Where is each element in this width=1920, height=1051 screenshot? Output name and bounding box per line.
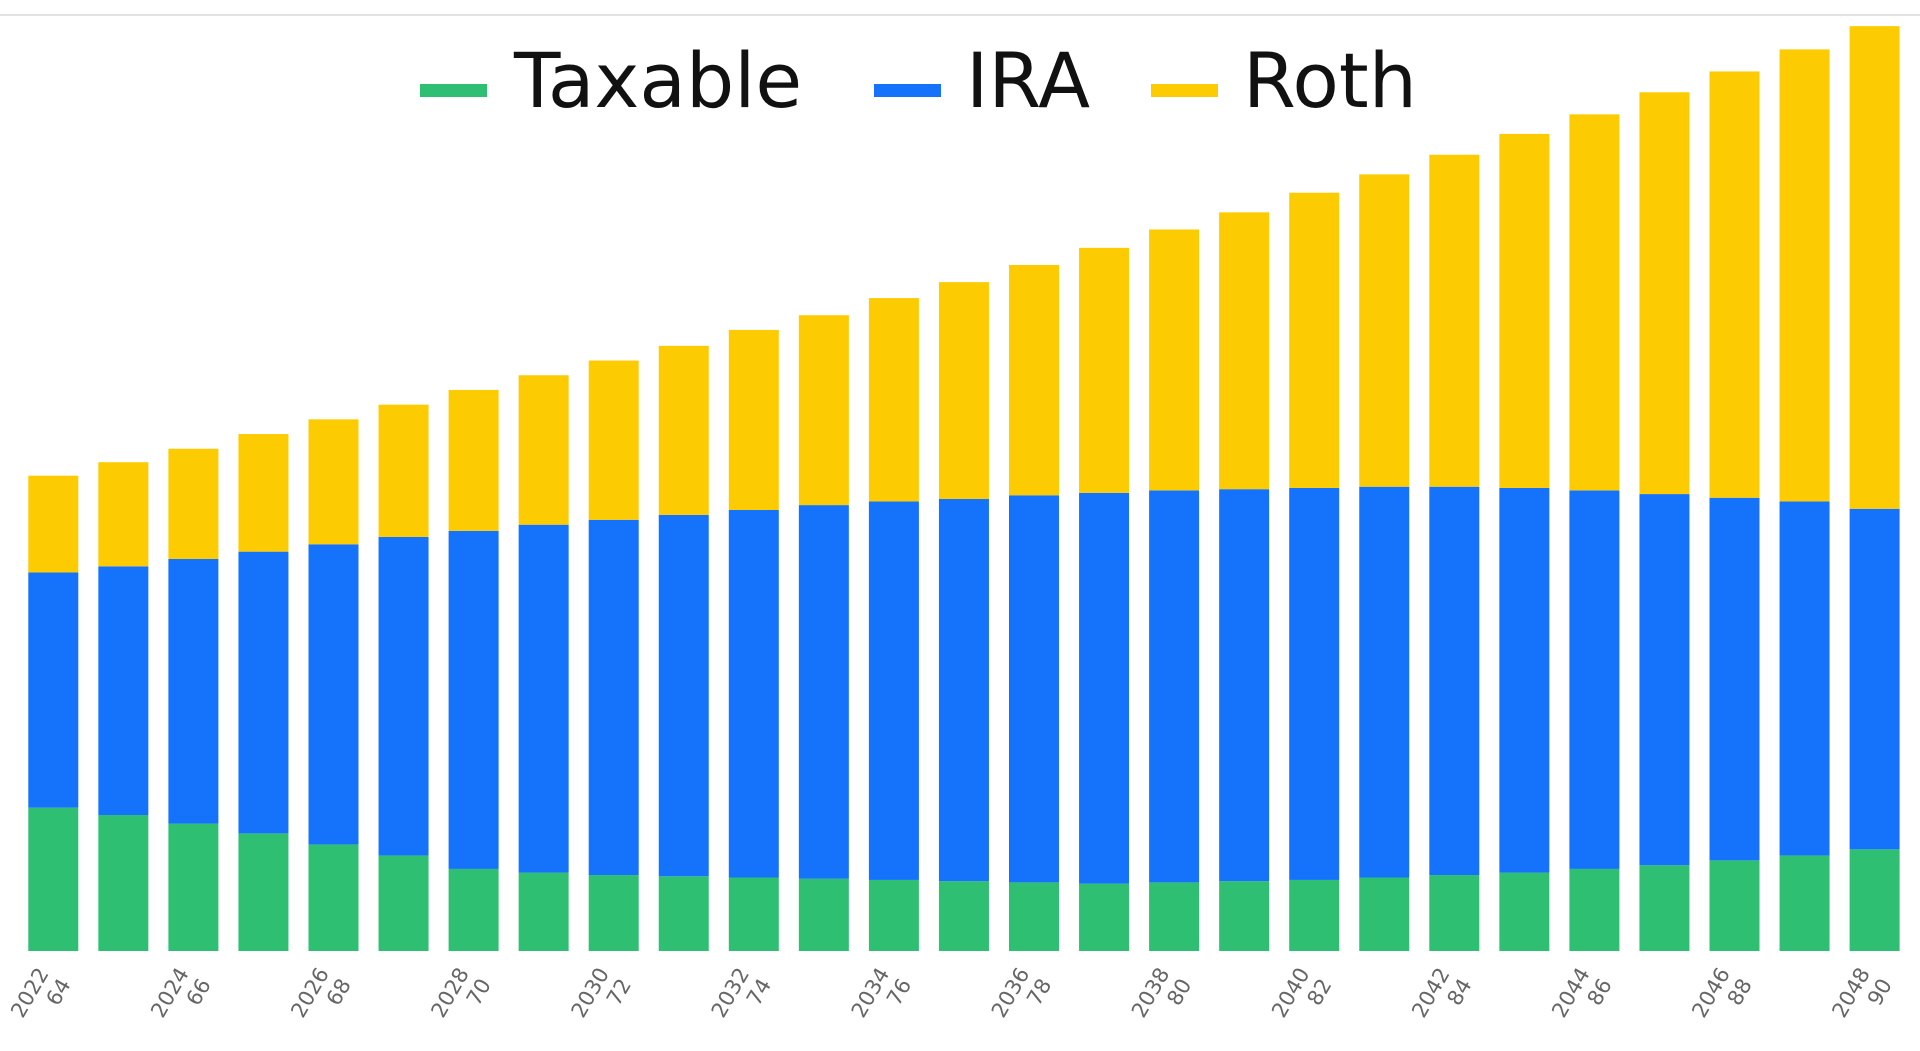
bar-segment: [728, 877, 779, 951]
bar-segment: [658, 876, 709, 951]
legend-label: IRA: [966, 36, 1090, 125]
bar-segment: [1569, 868, 1620, 951]
bar-segment: [1219, 881, 1270, 951]
bar-segment: [238, 833, 289, 951]
bar-segment: [98, 815, 149, 951]
bar-segment: [1639, 865, 1690, 951]
bar-segment: [1779, 855, 1830, 951]
bar-segment: [1149, 882, 1200, 951]
bar-segment: [98, 566, 149, 816]
bar-segment: [588, 519, 639, 876]
bar-segment: [658, 514, 709, 877]
bar-segment: [518, 524, 569, 873]
bar-segment: [938, 498, 989, 882]
bar-segment: [1429, 154, 1480, 487]
bar-segment: [798, 878, 849, 951]
bar-segment: [938, 881, 989, 951]
bar-segment: [1569, 490, 1620, 869]
legend-swatch: [420, 84, 487, 97]
bar-segment: [1709, 71, 1760, 498]
bar-segment: [1569, 114, 1620, 491]
bar-segment: [1289, 487, 1340, 880]
bar-segment: [308, 419, 359, 545]
legend-label: Taxable: [513, 36, 802, 125]
bar-segment: [1849, 26, 1900, 509]
bar-segment: [518, 872, 569, 951]
bar-segment: [1289, 192, 1340, 488]
bar-segment: [1429, 486, 1480, 876]
bar-segment: [1079, 883, 1130, 951]
bar-segment: [1359, 486, 1410, 878]
bar-segment: [168, 823, 219, 951]
bar-segment: [168, 448, 219, 559]
bar-segment: [28, 572, 79, 808]
bar-segment: [378, 404, 429, 537]
bar-segment: [1009, 265, 1059, 496]
bar-segment: [448, 530, 499, 869]
bar-segment: [588, 360, 639, 520]
bar-segment: [28, 475, 79, 573]
bar-segment: [868, 879, 919, 951]
bar-segment: [1499, 872, 1550, 951]
bar-segment: [518, 375, 569, 525]
bar-segment: [1079, 247, 1130, 493]
bar-segment: [168, 559, 219, 824]
bar-segment: [1429, 875, 1480, 951]
bar-segment: [378, 536, 429, 856]
bar-segment: [728, 510, 779, 878]
bar-segment: [448, 868, 499, 951]
bar-segment: [1219, 489, 1270, 882]
bar-segment: [1009, 495, 1059, 883]
bar-segment: [238, 434, 289, 552]
bar-segment: [1849, 849, 1900, 951]
legend-label: Roth: [1243, 36, 1417, 125]
bar-segment: [378, 855, 429, 951]
legend-swatch: [1151, 84, 1218, 97]
bar-segment: [1779, 501, 1830, 856]
bar-segment: [1149, 490, 1200, 883]
bar-segment: [1359, 174, 1410, 487]
bar-segment: [1079, 492, 1130, 884]
bar-segment: [1149, 229, 1200, 491]
bar-segment: [1709, 497, 1760, 861]
bar-segment: [1499, 133, 1550, 488]
bar-segment: [1779, 49, 1830, 502]
bar-segment: [1849, 508, 1900, 850]
bar-segment: [1359, 877, 1410, 951]
bar-segment: [308, 844, 359, 951]
bar-segment: [448, 389, 499, 531]
bar-segment: [1639, 92, 1690, 495]
bar-segment: [588, 875, 639, 951]
bar-segment: [308, 544, 359, 845]
bar-segment: [1639, 494, 1690, 866]
bar-segment: [1289, 879, 1340, 951]
bar-segment: [98, 462, 149, 567]
bar-segment: [1499, 487, 1550, 873]
bar-segment: [238, 551, 289, 834]
bar-segment: [798, 315, 849, 506]
bar-segment: [868, 501, 919, 880]
bar-segment: [938, 282, 989, 499]
bar-segment: [658, 345, 709, 515]
legend-swatch: [874, 84, 941, 97]
bar-segment: [868, 298, 919, 502]
bar-segment: [798, 505, 849, 879]
bar-segment: [28, 807, 79, 951]
bar-segment: [1219, 212, 1270, 490]
bar-segment: [728, 329, 779, 510]
bar-segment: [1009, 882, 1059, 951]
bar-segment: [1709, 860, 1760, 951]
